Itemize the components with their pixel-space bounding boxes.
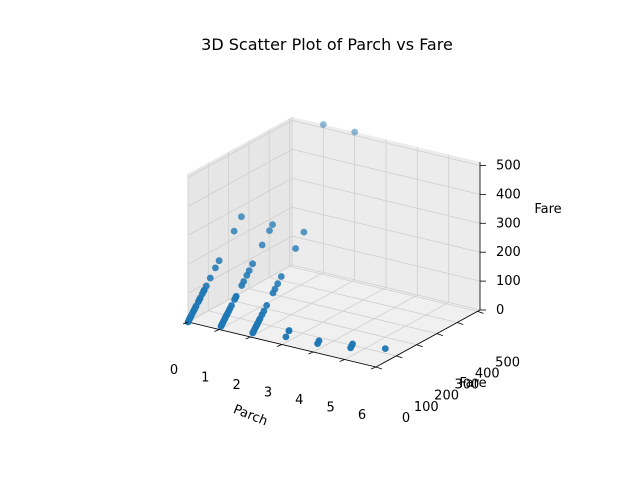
z-axis-label: Fare xyxy=(534,202,561,217)
data-point xyxy=(231,296,239,303)
y-axis-label: Fare xyxy=(459,376,486,391)
x-tick-label: 0 xyxy=(170,363,178,378)
x-tick-mark xyxy=(339,359,345,362)
data-point xyxy=(319,121,327,128)
z-tick-label: 100 xyxy=(496,274,521,289)
data-point xyxy=(243,272,251,279)
z-grid-line xyxy=(187,120,481,178)
x-tick-label: 1 xyxy=(201,371,209,386)
z-grid-line xyxy=(187,235,481,294)
data-point xyxy=(215,257,223,265)
y-axis-line xyxy=(375,309,481,368)
data-point xyxy=(300,228,308,236)
x-tick-mark xyxy=(214,329,220,332)
z-grid-line xyxy=(187,264,481,323)
data-point xyxy=(285,327,293,335)
x-tick-label: 3 xyxy=(264,386,272,401)
x-tick-label: 4 xyxy=(295,393,303,408)
data-points xyxy=(184,121,389,352)
z-tick-label: 500 xyxy=(496,159,521,174)
y-tick-mark xyxy=(477,310,484,314)
data-point xyxy=(238,213,245,221)
x-tick-mark xyxy=(245,336,251,340)
z-grid-line xyxy=(187,148,481,207)
data-point xyxy=(274,280,282,288)
data-point xyxy=(249,260,256,268)
data-point xyxy=(206,274,214,282)
data-point xyxy=(266,227,273,235)
z-tick-label: 200 xyxy=(496,245,521,260)
data-point xyxy=(258,241,266,249)
data-point xyxy=(351,128,359,136)
x-tick-label: 2 xyxy=(233,378,241,393)
data-point xyxy=(314,340,321,347)
data-point xyxy=(277,273,285,280)
data-point xyxy=(292,245,299,252)
y-tick-label: 100 xyxy=(414,400,439,415)
data-point xyxy=(230,227,238,235)
chart-title: 3D Scatter Plot of Parch vs Fare xyxy=(201,35,453,54)
data-point xyxy=(347,344,354,352)
data-point xyxy=(381,345,389,352)
y-tick-mark xyxy=(457,322,464,325)
x-tick-mark xyxy=(276,344,283,347)
y-tick-mark xyxy=(375,366,383,370)
x-tick-mark xyxy=(182,321,189,325)
y-tick-label: 0 xyxy=(402,411,410,426)
y-tick-label: 400 xyxy=(475,367,500,382)
y-tick-mark xyxy=(396,355,403,359)
data-point xyxy=(269,289,277,297)
x-tick-label: 6 xyxy=(358,408,366,423)
data-point xyxy=(249,329,257,337)
data-point xyxy=(238,282,246,289)
x-axis-label: Parch xyxy=(231,402,270,429)
y-tick-mark xyxy=(436,333,444,336)
z-grid-line xyxy=(187,177,481,236)
data-point xyxy=(269,221,276,229)
z-tick-label: 300 xyxy=(496,216,521,231)
z-grid-line xyxy=(187,206,481,265)
z-tick-label: 0 xyxy=(496,303,504,318)
z-tick-label: 400 xyxy=(496,187,521,202)
y-tick-mark xyxy=(416,344,423,348)
data-point xyxy=(282,333,290,341)
x-tick-mark xyxy=(308,351,314,355)
data-point xyxy=(217,322,225,330)
x-tick-mark xyxy=(370,366,377,370)
data-point xyxy=(212,264,219,272)
x-tick-label: 5 xyxy=(327,401,335,416)
data-point xyxy=(263,302,271,309)
y-tick-label: 500 xyxy=(495,355,520,370)
y-tick-label: 300 xyxy=(454,378,479,393)
y-tick-label: 200 xyxy=(434,389,459,404)
